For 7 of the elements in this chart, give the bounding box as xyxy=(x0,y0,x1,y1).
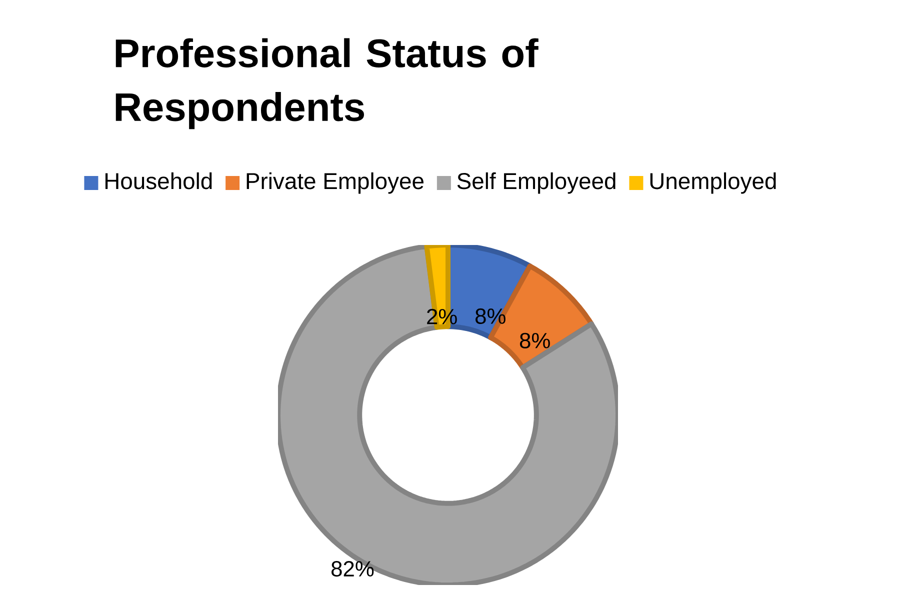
legend-label: Unemployed xyxy=(650,172,776,194)
legend-label: Self Employeed xyxy=(457,172,616,194)
legend-label: Private Employee xyxy=(246,172,424,194)
chart-title: Professional Status of Respondents xyxy=(116,38,538,130)
legend-label: Household xyxy=(105,172,212,190)
data-label: 82% xyxy=(332,561,374,577)
data-label: 8% xyxy=(520,332,550,348)
